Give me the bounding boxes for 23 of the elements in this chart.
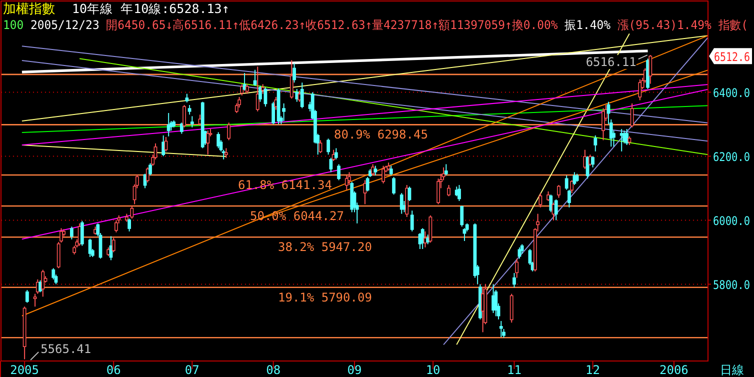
- annotation: 6516.11: [586, 55, 636, 70]
- y-tick-label: 6200.0: [713, 150, 754, 164]
- x-axis-title: 日線: [720, 363, 744, 377]
- x-tick-label: 12: [586, 363, 600, 377]
- y-tick-label: 5800.0: [713, 278, 754, 292]
- ref-line-label: 19.1% 5790.09: [278, 290, 372, 304]
- y-tick-label: 6400.0: [713, 86, 754, 100]
- annotation: 5565.41: [40, 342, 92, 356]
- x-tick-label: 2006: [660, 363, 688, 377]
- ref-line-label: 38.2% 5947.20: [278, 240, 372, 254]
- x-tick-label: 09: [347, 363, 362, 377]
- x-tick-label: 08: [266, 363, 281, 377]
- x-tick-label: 10: [426, 363, 440, 377]
- x-tick-label: 06: [106, 363, 121, 377]
- y-tick-label: 6000.0: [713, 214, 754, 228]
- x-tick-label: 2005: [10, 363, 40, 377]
- chart-title: 加權指數: [3, 2, 55, 17]
- ref-line-label: 80.9% 6298.45: [334, 128, 428, 142]
- x-tick-label: 11: [507, 363, 522, 377]
- annotation: 10年線 年10線:6528.13↑: [72, 1, 230, 16]
- ref-line-label: 61.8% 6141.34: [238, 178, 332, 192]
- text: 6512.6: [714, 50, 754, 64]
- x-tick-label: 07: [184, 363, 200, 377]
